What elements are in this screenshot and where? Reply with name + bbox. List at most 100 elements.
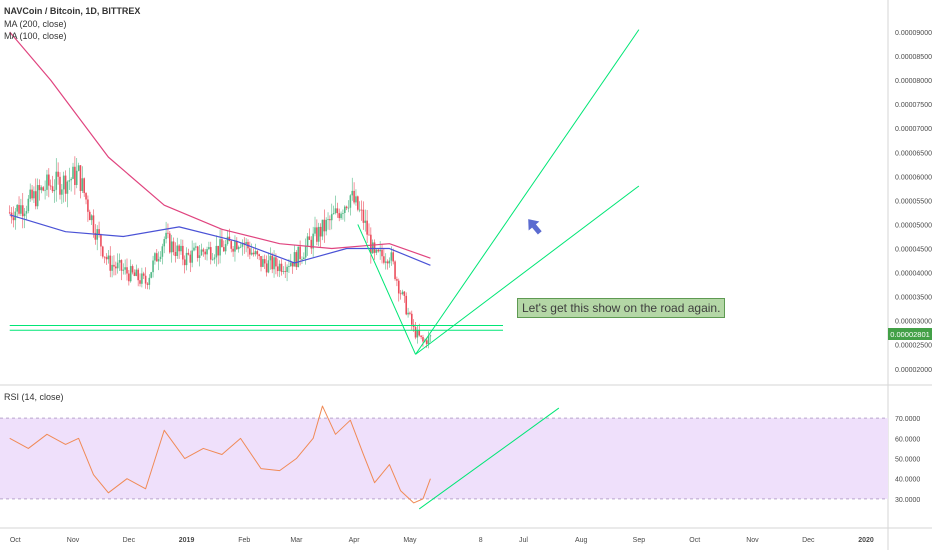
candle-body [358,209,361,211]
annotation-callout[interactable]: Let's get this show on the road again. [517,298,726,318]
candle-body [51,186,54,192]
candle-body [381,249,383,257]
price-tick-label: 0.00003000 [895,319,932,326]
candle-body [249,248,251,255]
moving-averages [9,31,431,266]
candle-body [157,259,160,262]
candle-body [148,277,151,285]
symbol-title[interactable]: NAVCoin / Bitcoin, 1D, BITTREX [4,6,141,16]
candle-body [353,190,355,203]
candle-body [107,255,110,260]
time-axis[interactable]: Oct Nov Dec 2019 Feb Mar Apr May 8 Jul Aug Sep Oct No… [10,537,874,544]
candle-body [8,212,11,214]
time-tick-label: May [403,537,417,544]
ma100-legend[interactable]: MA (100, close) [4,31,67,41]
candle-body [33,191,35,199]
price-axis[interactable]: 0.00002000 0.00002500 0.00003000 0.00003500… [895,30,932,374]
candle-body [196,246,199,258]
candle-body [329,219,331,221]
trend-line[interactable] [415,29,640,355]
candle-body [224,244,227,252]
candle-body [399,293,402,295]
candle-body [347,207,350,209]
candle-body [282,271,285,272]
candle-body [195,246,197,248]
candle-body [135,269,138,276]
rsi-series [9,405,431,504]
candle-body [234,241,236,252]
candle-body [342,212,344,214]
candle-body [25,211,28,214]
candle-body [392,252,394,262]
rsi-tick-label: 30.0000 [895,497,920,504]
candle-body [325,219,327,232]
candle-body [407,312,409,315]
candle-body [169,233,171,253]
candle-body [36,185,39,207]
candle-body [200,249,203,256]
candle-body [81,178,84,191]
candle-body [206,249,208,255]
candle-body [241,242,244,247]
candle-body [286,266,288,272]
candle-body [245,242,247,245]
candle-body [297,246,300,268]
candle-body [20,205,22,214]
candle-body [27,198,30,212]
candle-body [49,185,52,187]
candle-body [215,245,218,258]
candle-body [70,178,72,181]
candle-body [232,248,234,252]
candle-body [414,327,417,338]
candle-body [230,241,233,249]
candle-body [141,273,143,284]
candle-body [72,166,74,179]
candle-body [401,291,404,295]
candle-body [265,263,268,273]
candle-body [355,196,357,203]
candle-body [317,226,320,242]
candle-body [155,253,158,262]
candle-body [370,234,372,254]
candle-body [384,261,387,263]
last-price-label: 0.00002801 [890,330,930,339]
candle-body [92,215,95,233]
candle-body [403,291,406,296]
trend-drawings[interactable] [9,29,640,510]
candle-body [237,247,240,250]
trend-line[interactable] [357,224,416,355]
candle-body [306,236,309,247]
candle-body [420,335,422,338]
candle-body [118,260,121,263]
time-tick-label: Aug [575,537,588,544]
candle-body [418,330,421,336]
rsi-trend-line[interactable] [418,407,560,510]
candle-body [254,251,257,255]
candle-body [416,330,419,338]
candle-body [319,226,322,237]
candle-body [262,259,264,267]
candle-body [330,214,333,221]
candle-body [222,247,225,252]
candle-body [34,191,37,207]
candle-body [278,263,281,272]
rsi-axis[interactable]: 30.0000 40.0000 50.0000 60.0000 70.0000 [895,416,920,504]
candle-body [204,251,206,255]
time-tick-label: Apr [349,537,361,544]
time-tick-label: Dec [802,537,815,544]
candle-body [183,259,186,266]
candle-body [122,269,125,271]
candle-body [263,259,266,264]
price-tick-label: 0.00008000 [895,78,932,85]
rsi-legend[interactable]: RSI (14, close) [4,392,64,402]
last-price-badge: 0.00002801 [888,328,932,340]
trend-line[interactable] [415,185,640,355]
candle-body [66,181,69,194]
candle-body [40,187,43,191]
price-tick-label: 0.00004000 [895,271,932,278]
ma200-legend[interactable]: MA (200, close) [4,19,67,29]
candle-body [299,246,301,260]
up-right-arrow-icon[interactable] [523,215,545,238]
